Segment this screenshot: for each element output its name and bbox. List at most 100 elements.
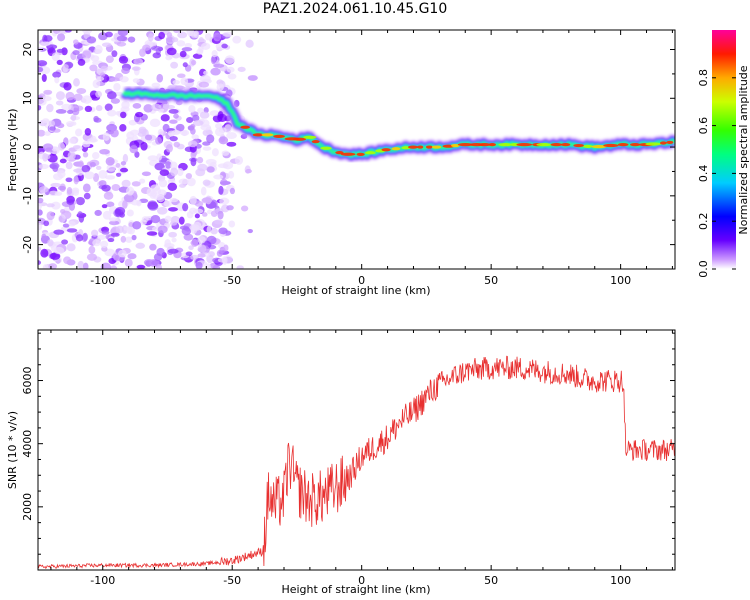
noise-blob bbox=[218, 136, 229, 145]
noise-blob bbox=[120, 167, 129, 173]
noise-blob bbox=[82, 151, 89, 158]
noise-blob bbox=[173, 141, 181, 148]
noise-blob bbox=[75, 196, 85, 206]
noise-blob bbox=[146, 41, 158, 46]
noise-blob bbox=[125, 236, 133, 243]
ridge-peak bbox=[391, 147, 401, 151]
noise-blob bbox=[111, 183, 121, 191]
noise-blob bbox=[72, 50, 80, 56]
snr-y-tick-label: 4000 bbox=[21, 430, 34, 458]
noise-blob bbox=[220, 179, 228, 186]
noise-blob bbox=[191, 134, 199, 140]
noise-blob bbox=[51, 52, 60, 62]
noise-blob bbox=[132, 78, 140, 83]
spectrogram-y-tick-label: 10 bbox=[21, 91, 34, 105]
noise-blob bbox=[82, 232, 88, 242]
noise-blob bbox=[213, 174, 224, 180]
noise-blob bbox=[77, 260, 85, 269]
noise-blob bbox=[100, 240, 109, 248]
noise-blob bbox=[200, 42, 211, 50]
noise-blob bbox=[184, 42, 193, 49]
noise-blob bbox=[218, 227, 228, 235]
ridge-peak bbox=[240, 125, 250, 129]
noise-blob bbox=[207, 251, 215, 257]
noise-blob bbox=[132, 103, 142, 109]
noise-blob bbox=[236, 265, 244, 269]
noise-blob bbox=[126, 226, 133, 234]
noise-blob bbox=[119, 76, 129, 83]
ridge-peak bbox=[583, 144, 593, 149]
ridge-peak bbox=[417, 145, 424, 149]
noise-blob bbox=[229, 187, 236, 195]
noise-blob bbox=[131, 181, 141, 187]
noise-blob bbox=[132, 66, 140, 71]
noise-blob bbox=[106, 91, 117, 100]
noise-blob bbox=[49, 164, 57, 169]
noise-blob bbox=[150, 215, 161, 224]
noise-blob bbox=[105, 31, 113, 38]
noise-blob bbox=[82, 30, 93, 35]
noise-blob bbox=[68, 137, 77, 144]
noise-blob bbox=[106, 164, 117, 172]
noise-blob bbox=[100, 65, 108, 71]
noise-blob bbox=[190, 239, 199, 248]
noise-blob bbox=[128, 221, 134, 228]
noise-blob bbox=[92, 79, 101, 89]
noise-blob bbox=[139, 178, 146, 184]
ridge-peak bbox=[252, 133, 264, 137]
noise-blob bbox=[165, 161, 172, 169]
noise-blob bbox=[135, 242, 146, 249]
noise-blob bbox=[228, 170, 235, 179]
noise-blob bbox=[128, 119, 137, 126]
noise-blob bbox=[104, 103, 113, 112]
noise-blob bbox=[190, 157, 197, 167]
noise-blob bbox=[206, 134, 215, 144]
noise-blob bbox=[94, 209, 102, 216]
noise-blob bbox=[121, 179, 131, 188]
spectrogram-x-tick-label: -100 bbox=[90, 274, 115, 287]
noise-blob bbox=[197, 244, 207, 253]
noise-blob bbox=[86, 36, 97, 44]
spectrogram-x-tick-label: 0 bbox=[358, 274, 365, 287]
noise-blob bbox=[46, 103, 54, 113]
noise-blob bbox=[94, 44, 103, 54]
noise-blob bbox=[95, 90, 102, 98]
noise-blob bbox=[55, 91, 65, 101]
noise-blob bbox=[49, 252, 61, 260]
noise-blob bbox=[206, 225, 212, 234]
noise-blob bbox=[156, 263, 163, 269]
noise-blob bbox=[192, 221, 202, 231]
noise-blob bbox=[73, 175, 79, 185]
noise-blob bbox=[118, 56, 129, 64]
noise-blob bbox=[72, 145, 81, 150]
ridge-peak bbox=[261, 133, 274, 137]
noise-blob bbox=[47, 239, 54, 247]
noise-blob bbox=[65, 91, 75, 101]
noise-blob bbox=[42, 118, 50, 124]
noise-blob bbox=[144, 134, 153, 141]
colorbar-gradient bbox=[712, 30, 736, 269]
noise-blob bbox=[168, 109, 179, 114]
snr-x-tick-label: 0 bbox=[358, 574, 365, 587]
noise-blob bbox=[122, 200, 128, 209]
noise-blob bbox=[109, 265, 118, 269]
noise-blob bbox=[66, 199, 75, 205]
noise-blob bbox=[192, 114, 200, 122]
noise-blob bbox=[197, 253, 206, 258]
noise-blob bbox=[100, 262, 112, 269]
noise-blob bbox=[210, 55, 216, 65]
noise-blob bbox=[169, 135, 178, 142]
colorbar-tick-label: 0.6 bbox=[697, 117, 710, 135]
noise-blob bbox=[149, 243, 157, 251]
ridge-peak bbox=[560, 143, 571, 147]
noise-blob bbox=[153, 253, 163, 262]
noise-blob bbox=[197, 236, 206, 244]
ridge-peak bbox=[659, 141, 667, 145]
noise-blob bbox=[178, 183, 186, 188]
noise-blob bbox=[194, 213, 200, 219]
noise-blob bbox=[44, 131, 51, 137]
noise-blob bbox=[116, 35, 128, 42]
noise-blob bbox=[214, 219, 224, 225]
noise-blob bbox=[213, 63, 225, 68]
